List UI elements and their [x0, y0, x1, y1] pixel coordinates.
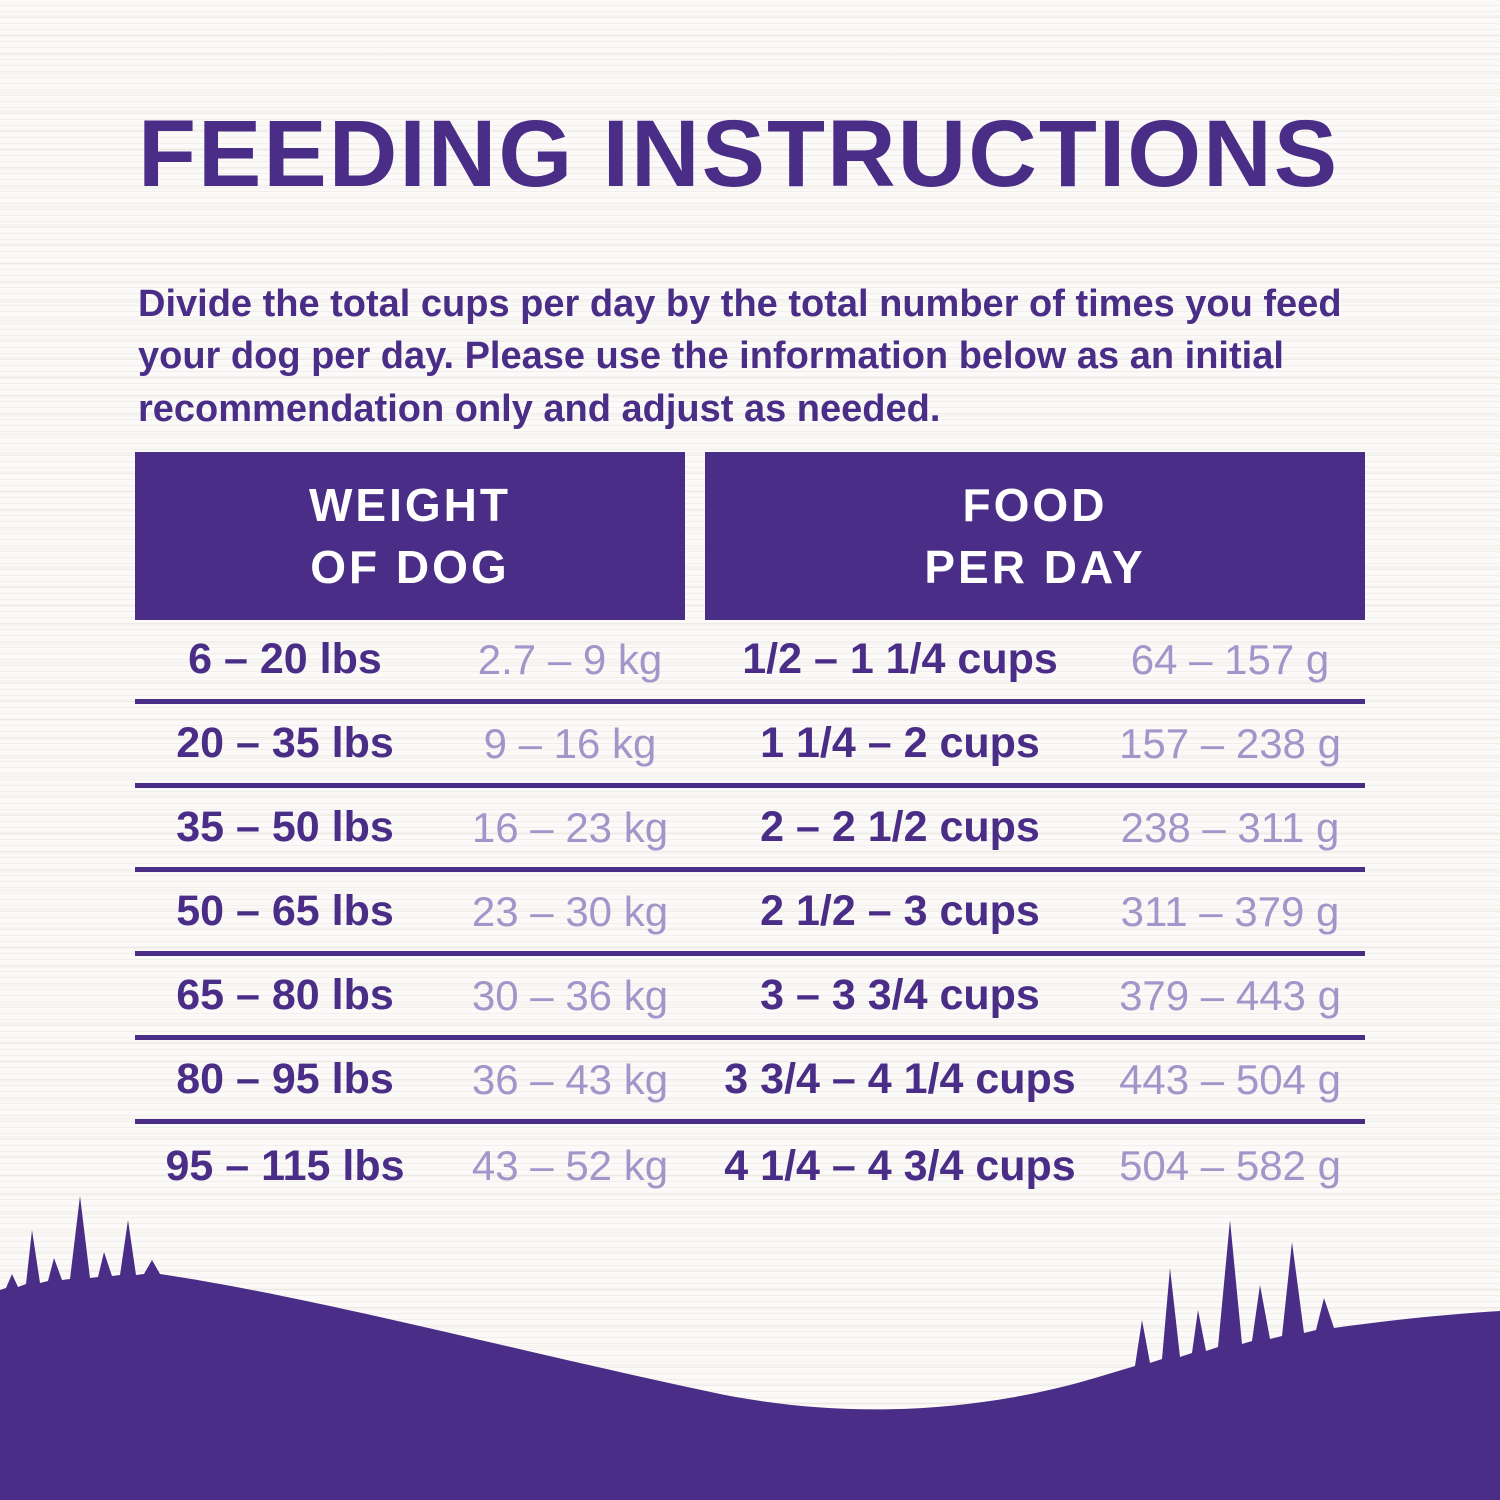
- weight-kg: 9 – 16 kg: [483, 719, 657, 767]
- food-header-line2: PER DAY: [924, 541, 1146, 593]
- weight-lbs: 80 – 95 lbs: [176, 1055, 394, 1103]
- weight-kg: 36 – 43 kg: [471, 1055, 669, 1103]
- page-title: FEEDING INSTRUCTIONS: [138, 101, 1340, 207]
- weight-lbs: 6 – 20 lbs: [188, 635, 382, 683]
- food-cups: 1/2 – 1 1/4 cups: [742, 635, 1058, 683]
- food-column-header: FOOD PER DAY: [705, 452, 1365, 620]
- table-row: 35 – 50 lbs 16 – 23 kg 2 – 2 1/2 cups 23…: [135, 788, 1365, 872]
- food-cups: 4 1/4 – 4 3/4 cups: [724, 1141, 1076, 1190]
- grass-silhouette: [0, 1196, 1500, 1500]
- weight-column-header: WEIGHT OF DOG: [135, 452, 685, 620]
- food-cups: 2 1/2 – 3 cups: [760, 887, 1040, 935]
- table-row: 95 – 115 lbs 43 – 52 kg 4 1/4 – 4 3/4 cu…: [135, 1124, 1365, 1208]
- intro-text: Divide the total cups per day by the tot…: [138, 283, 1342, 430]
- weight-lbs: 95 – 115 lbs: [165, 1141, 405, 1190]
- weight-kg: 43 – 52 kg: [471, 1142, 669, 1189]
- food-grams: 443 – 504 g: [1119, 1055, 1341, 1103]
- weight-kg: 2.7 – 9 kg: [477, 635, 663, 683]
- table-header-row: WEIGHT OF DOG FOOD PER DAY: [135, 452, 1365, 620]
- food-grams: 238 – 311 g: [1120, 803, 1340, 851]
- weight-lbs: 20 – 35 lbs: [176, 719, 394, 767]
- grass-path: [0, 1196, 1500, 1500]
- weight-header-line2: OF DOG: [310, 541, 510, 593]
- food-grams: 157 – 238 g: [1119, 719, 1341, 767]
- food-cups: 3 – 3 3/4 cups: [760, 971, 1040, 1019]
- table-row: 65 – 80 lbs 30 – 36 kg 3 – 3 3/4 cups 37…: [135, 956, 1365, 1040]
- food-grams: 379 – 443 g: [1119, 971, 1341, 1019]
- table-row: 50 – 65 lbs 23 – 30 kg 2 1/2 – 3 cups 31…: [135, 872, 1365, 956]
- weight-header-line1: WEIGHT: [309, 478, 511, 531]
- weight-kg: 23 – 30 kg: [471, 887, 669, 935]
- weight-lbs: 50 – 65 lbs: [176, 887, 394, 935]
- weight-lbs: 35 – 50 lbs: [176, 803, 394, 851]
- table-body: 6 – 20 lbs 2.7 – 9 kg 1/2 – 1 1/4 cups 6…: [135, 620, 1365, 1208]
- food-grams: 311 – 379 g: [1120, 887, 1340, 935]
- weight-lbs: 65 – 80 lbs: [176, 971, 394, 1019]
- table-row: 6 – 20 lbs 2.7 – 9 kg 1/2 – 1 1/4 cups 6…: [135, 620, 1365, 704]
- feeding-table: WEIGHT OF DOG FOOD PER DAY 6 – 20 lbs 2.…: [135, 452, 1365, 1208]
- table-row: 20 – 35 lbs 9 – 16 kg 1 1/4 – 2 cups 157…: [135, 704, 1365, 788]
- food-cups: 1 1/4 – 2 cups: [760, 719, 1040, 767]
- food-cups: 2 – 2 1/2 cups: [760, 803, 1040, 851]
- weight-kg: 16 – 23 kg: [471, 803, 669, 851]
- weight-kg: 30 – 36 kg: [471, 971, 669, 1019]
- food-grams: 64 – 157 g: [1130, 635, 1330, 683]
- table-row: 80 – 95 lbs 36 – 43 kg 3 3/4 – 4 1/4 cup…: [135, 1040, 1365, 1124]
- food-header-line1: FOOD: [962, 478, 1108, 531]
- food-cups: 3 3/4 – 4 1/4 cups: [724, 1055, 1076, 1103]
- food-grams: 504 – 582 g: [1119, 1142, 1341, 1189]
